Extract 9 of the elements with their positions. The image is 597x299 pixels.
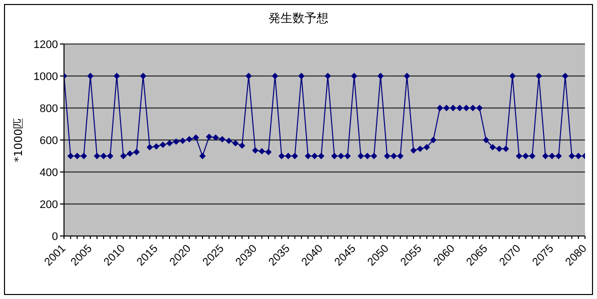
y-tick-label: 600 bbox=[40, 134, 58, 147]
y-axis-title: *1000匹 bbox=[12, 118, 25, 162]
y-tick-label: 0 bbox=[52, 230, 58, 243]
y-tick-label: 800 bbox=[40, 102, 58, 115]
y-tick-label: 1200 bbox=[34, 38, 58, 51]
y-tick-label: 200 bbox=[40, 198, 58, 211]
y-tick-label: 1000 bbox=[34, 70, 58, 83]
y-tick-label: 400 bbox=[40, 166, 58, 179]
chart-title: 発生数予想 bbox=[268, 10, 330, 27]
